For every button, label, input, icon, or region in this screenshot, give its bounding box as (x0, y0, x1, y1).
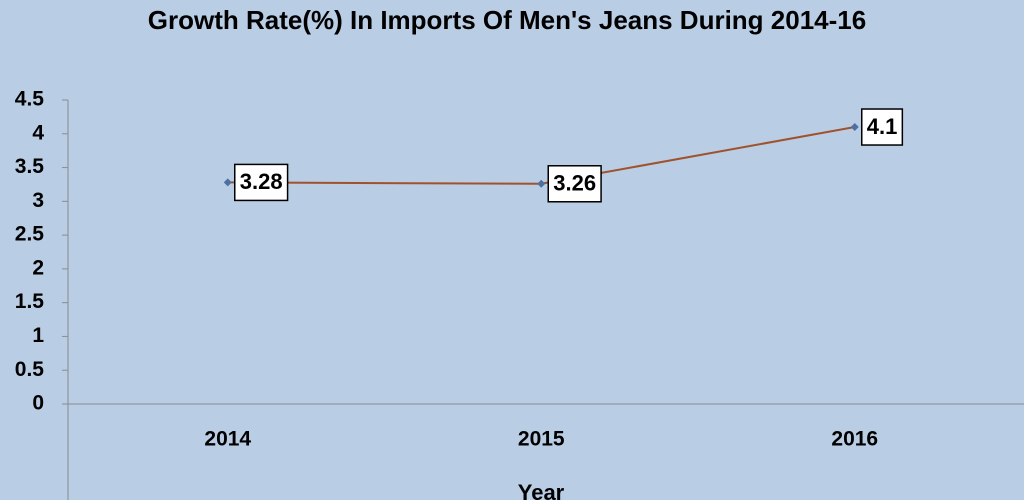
y-tick-label: 4 (32, 121, 44, 144)
y-tick-label: 2.5 (15, 223, 45, 246)
x-tick-label: 2015 (518, 428, 565, 451)
data-point (850, 123, 859, 132)
y-tick-label: 2 (32, 256, 44, 279)
y-tick-label: 0.5 (15, 358, 45, 381)
y-tick-label: 0 (32, 392, 44, 415)
y-tick-label: 1.5 (15, 290, 45, 313)
data-label: 3.26 (553, 171, 596, 196)
y-tick-label: 1 (32, 324, 44, 347)
data-label-box (547, 165, 602, 203)
y-tick-label: 3 (32, 189, 44, 212)
x-tick-label: 2014 (204, 428, 251, 451)
y-tick-label: 4.5 (15, 88, 45, 111)
data-point (537, 179, 546, 188)
x-axis-title: Year (518, 480, 565, 500)
y-tick-label: 3.5 (15, 155, 45, 178)
data-line (227, 126, 855, 185)
data-label: 3.28 (240, 169, 283, 194)
data-label-box (234, 163, 289, 202)
data-label-box (861, 108, 904, 146)
x-tick-label: 2016 (831, 428, 878, 451)
data-point (223, 178, 232, 187)
data-label: 4.1 (867, 114, 898, 139)
chart-title: Growth Rate(%) In Imports Of Men's Jeans… (147, 5, 867, 35)
